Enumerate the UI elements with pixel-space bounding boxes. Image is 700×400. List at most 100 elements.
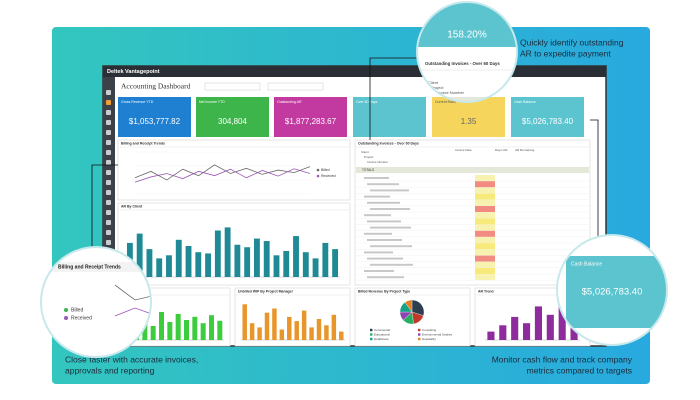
bar (224, 227, 231, 277)
row-placeholder (370, 245, 412, 248)
connector (590, 119, 599, 236)
legend-label: Hospitality (422, 337, 436, 341)
sidebar-icon (106, 210, 111, 215)
callout: approvals and reporting (65, 365, 155, 375)
days-cell (475, 261, 495, 268)
bar (511, 316, 519, 340)
zoom-label: Cash Balance (571, 261, 602, 267)
legend-swatch (418, 337, 421, 341)
zoom-line (114, 307, 151, 317)
zoom-ring (40, 246, 152, 358)
row-placeholder (367, 183, 399, 186)
bar (316, 319, 322, 340)
legend-label: Received (321, 174, 336, 178)
line-series (134, 164, 311, 181)
legend-swatch (418, 328, 421, 332)
days-cell (475, 243, 495, 250)
sidebar-icon (106, 170, 111, 175)
kpi-label: Outstanding AR (277, 100, 302, 104)
bar (499, 325, 507, 340)
row-placeholder (370, 263, 413, 266)
zoom-header: Client (428, 80, 439, 85)
bar (264, 312, 270, 340)
bar (254, 238, 260, 277)
row-placeholder (364, 214, 391, 217)
bar (136, 233, 143, 277)
bar (332, 249, 339, 277)
sidebar-icon (106, 220, 111, 225)
row-placeholder (370, 189, 409, 192)
bar (166, 255, 172, 277)
days-cell (475, 237, 495, 243)
bar (244, 247, 251, 277)
sidebar-icon (106, 180, 111, 185)
bar (217, 320, 223, 340)
sidebar-icon (106, 190, 111, 195)
legend-swatch (316, 168, 320, 172)
sidebar-icon (106, 240, 111, 245)
panel-title: Billed Revenue By Project Type (358, 290, 410, 294)
zoom-header: Project (431, 85, 444, 90)
legend-swatch (370, 337, 373, 341)
days-cell (475, 187, 495, 194)
days-cell (475, 218, 495, 225)
kpi-value: $5,026,783.40 (522, 117, 574, 126)
zoom-left: Billing and Receipt Trends Billed Received (41, 247, 151, 357)
legend-swatch (418, 333, 421, 336)
bar (205, 253, 211, 277)
zoom-legend-swatch (64, 308, 68, 312)
days-cell (475, 230, 495, 237)
panel-title: Unbilled WIP By Project Manager (238, 290, 294, 294)
bar (184, 320, 189, 340)
bar (192, 316, 198, 340)
legend-swatch (370, 333, 373, 336)
bar (257, 327, 262, 340)
kpi-tile (432, 97, 505, 137)
zoom-panel-title: Outstanding Invoices - Over 60 Days (425, 61, 500, 66)
bar (287, 316, 292, 340)
row-placeholder (367, 276, 404, 279)
legend-label: Educational (374, 332, 390, 336)
kpi-tile (511, 97, 584, 137)
sidebar-icon (106, 110, 111, 115)
kpi-label: Cash Balance (514, 100, 536, 104)
sidebar-icon (106, 140, 111, 145)
kpi-label: Net Income YTD (199, 100, 225, 104)
zoom-value: $5,026,783.40 (582, 287, 643, 298)
row-placeholder (364, 232, 392, 235)
panel-title: Outstanding Invoices - Over 60 Days (358, 142, 419, 146)
zoom-legend-label: Billed (71, 307, 83, 313)
bar (324, 325, 329, 340)
line-series (134, 168, 311, 183)
kpi-label: Gross Revenue YTD (121, 100, 154, 104)
days-cell (475, 199, 495, 206)
kpi-value: $1,053,777.82 (129, 117, 181, 126)
totals-row (356, 167, 589, 173)
bar (242, 304, 247, 340)
days-cell (475, 193, 495, 200)
table-header: Invoice Date (455, 148, 472, 152)
bar (301, 310, 307, 340)
zoom-totals (417, 97, 517, 102)
kpi-tile (353, 97, 426, 137)
table-header: Days Old (495, 148, 508, 152)
legend-label: Environmental Studies (422, 332, 453, 336)
totals-label: TOTALS (362, 168, 374, 172)
panel-title: Billing and Receipt Trends (121, 142, 165, 146)
bar (272, 308, 277, 340)
bar (167, 322, 173, 340)
bar (175, 239, 182, 277)
pie-slice (404, 299, 413, 313)
panel-title: AR Trend (478, 290, 494, 294)
zoom-ring (416, 1, 518, 103)
days-cell (475, 175, 495, 181)
bar (523, 323, 531, 340)
days-cell (475, 249, 495, 256)
page-title: Accounting Dashboard (121, 82, 191, 91)
bar (200, 323, 206, 340)
sidebar-icon (106, 230, 111, 235)
connector (91, 164, 118, 247)
bar (322, 242, 329, 277)
bar (234, 244, 241, 277)
bar (214, 230, 221, 277)
